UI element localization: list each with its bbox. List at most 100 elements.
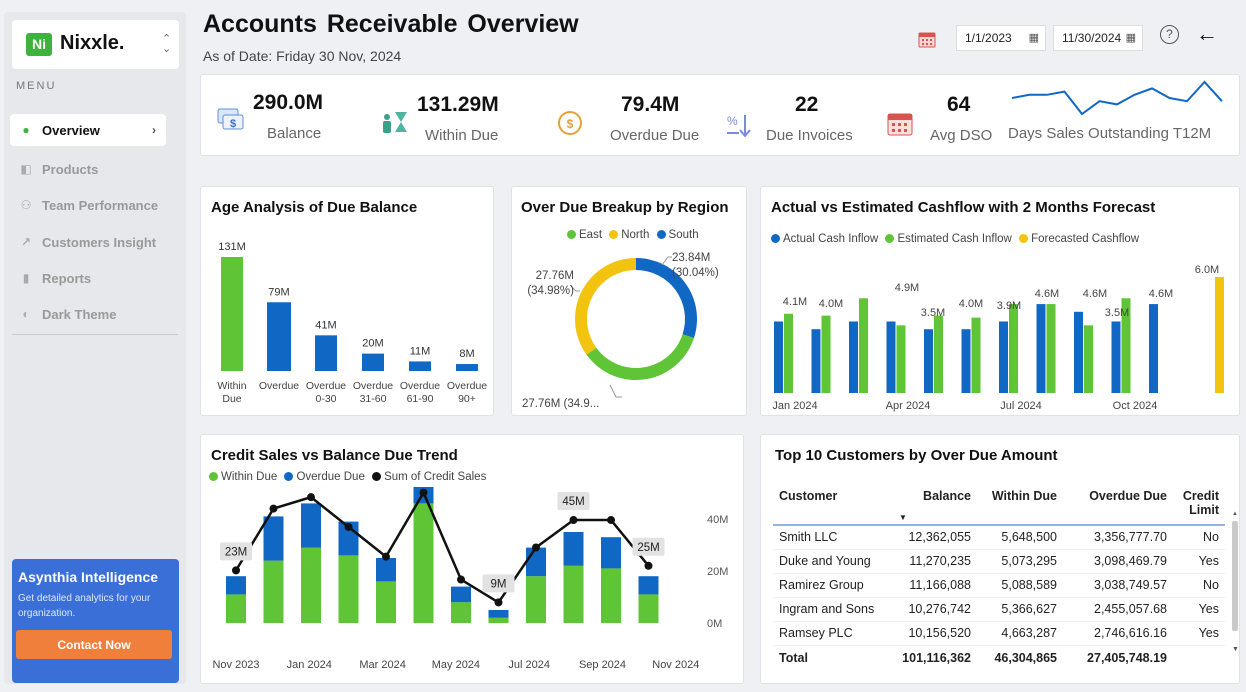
help-icon[interactable]: ? — [1160, 25, 1179, 44]
trend-bar-overdue — [601, 537, 621, 569]
east-label: 27.76M (34.9... — [522, 398, 599, 410]
page-subtitle: As of Date: Friday 30 Nov, 2024 — [203, 48, 402, 64]
table-cell: 3,098,469.79 — [1063, 549, 1173, 574]
trend-bar-within — [601, 568, 621, 623]
trend-bar-within — [451, 602, 471, 623]
sidebar-item-dark-theme[interactable]: ◐ Dark Theme — [10, 298, 166, 330]
date-from-input[interactable]: 1/1/2023 ▦ — [956, 25, 1046, 51]
date-from-value: 1/1/2023 — [965, 31, 1012, 45]
sidebar-item-overview[interactable]: ● Overview › — [10, 114, 166, 146]
age-bar-label: 8M — [459, 348, 474, 360]
cash-data-label: 4.0M — [959, 298, 983, 310]
age-bar — [362, 353, 384, 371]
col-balance[interactable]: Balance ▼ — [893, 475, 977, 526]
col-within-due[interactable]: Within Due — [977, 475, 1063, 526]
org-switcher[interactable]: Ni Nixxle. ⌃ ⌄ — [12, 20, 179, 69]
cashflow-title: Actual vs Estimated Cashflow with 2 Mont… — [771, 199, 1156, 216]
sidebar-item-team-performance[interactable]: ⚇ Team Performance — [10, 189, 166, 221]
table-cell: 101,116,362 — [893, 644, 977, 671]
hourglass-icon — [383, 112, 407, 133]
table-scrollbar[interactable]: ▲ — [1231, 509, 1239, 659]
table-cell: 4,663,287 — [977, 621, 1063, 646]
svg-text:▲: ▲ — [1232, 511, 1238, 517]
age-x-label: Within — [217, 380, 246, 392]
legend-forecasted-cashflow[interactable]: Forecasted Cashflow — [1019, 233, 1139, 245]
donut-slice-east — [586, 334, 694, 380]
legend-north[interactable]: North — [609, 229, 649, 241]
bars-icon: ▮ — [22, 271, 30, 285]
cash-x-label: Jan 2024 — [772, 400, 817, 412]
col-credit-limit[interactable]: Credit Limit — [1173, 475, 1225, 526]
trend-bar-within — [488, 617, 509, 623]
customers-card: Top 10 Customers by Over Due Amount Cust… — [760, 434, 1240, 684]
trend-x-label: Nov 2024 — [652, 659, 699, 671]
customers-title: Top 10 Customers by Over Due Amount — [775, 447, 1058, 464]
cash-x-label: Oct 2024 — [1113, 400, 1158, 412]
cash-bar-actual — [1149, 304, 1158, 393]
trend-legend: Within Due Overdue Due Sum of Credit Sal… — [209, 471, 486, 483]
credit-sales-point — [569, 516, 578, 525]
table-cell: 46,304,865 — [977, 644, 1063, 671]
legend-within-due[interactable]: Within Due — [209, 471, 277, 483]
sidebar-item-customers-insight[interactable]: ↗ Customers Insight — [10, 226, 166, 258]
callout-label: 9M — [491, 578, 507, 590]
dso-line — [1011, 80, 1223, 116]
scroll-down-icon[interactable]: ▼ — [1232, 646, 1239, 653]
table-total-row[interactable]: Total 101,116,362 46,304,865 27,405,748.19 — [773, 644, 1225, 671]
kpi-due-invoices-label: Due Invoices — [766, 127, 853, 144]
age-bar-label: 131M — [218, 241, 246, 253]
sidebar-item-reports[interactable]: ▮ Reports — [10, 262, 166, 294]
cash-bar-actual — [924, 329, 933, 393]
legend-overdue-due[interactable]: Overdue Due — [284, 471, 365, 483]
table-row[interactable]: Ramsey PLC 10,156,520 4,663,287 2,746,616.1… — [773, 621, 1225, 646]
trend-card: Credit Sales vs Balance Due Trend Within… — [200, 434, 744, 684]
cash-data-label: 6.0M — [1195, 264, 1219, 276]
credit-sales-point — [307, 493, 315, 502]
leader-line — [609, 384, 622, 398]
age-bar — [221, 257, 243, 371]
table-row[interactable]: Ingram and Sons 10,276,742 5,366,627 2,455,… — [773, 597, 1225, 622]
customers-table: Customer Balance ▼ Within Due Overdue Due… — [773, 475, 1225, 671]
age-x-label: 0-30 — [315, 393, 336, 405]
calendar-icon[interactable] — [918, 30, 936, 48]
legend-estimated-cash-inflow[interactable]: Estimated Cash Inflow — [885, 233, 1012, 245]
age-bar-label: 41M — [315, 319, 336, 331]
contact-now-button[interactable]: Contact Now — [16, 630, 172, 659]
age-bar — [409, 361, 431, 371]
trend-icon: ↗ — [20, 235, 32, 249]
cash-bar-actual — [1036, 304, 1046, 393]
table-row[interactable]: Ramirez Group 11,166,088 5,088,589 3,038,74… — [773, 573, 1225, 598]
cash-bar-estimated — [1046, 304, 1056, 393]
kpi-balance-value: 290.0M — [253, 91, 324, 114]
table-cell: Duke and Young — [773, 549, 893, 574]
legend-east[interactable]: East — [567, 229, 602, 241]
divider — [12, 334, 178, 335]
callout-box — [632, 537, 665, 556]
table-cell: 5,088,589 — [977, 573, 1063, 598]
cash-data-label: 4.6M — [1149, 288, 1173, 300]
table-row[interactable]: Smith LLC 12,362,055 5,648,500 3,356,777.70… — [773, 525, 1225, 550]
legend-actual-cash-inflow[interactable]: Actual Cash Inflow — [771, 233, 878, 245]
col-overdue-due[interactable]: Overdue Due — [1063, 475, 1173, 526]
money-bag-icon: $ — [217, 108, 244, 130]
region-legend: East North South — [567, 229, 699, 241]
trend-x-label: Jul 2024 — [508, 659, 550, 671]
svg-text:$: $ — [567, 117, 574, 131]
team-icon: ⚇ — [20, 198, 32, 212]
date-to-input[interactable]: 11/30/2024 ▦ — [1053, 25, 1143, 51]
credit-sales-point — [457, 575, 465, 584]
region-donut-chart: 23.84M (30.04%) 27.76M (34.9... 27.76M (34.9… — [522, 252, 719, 410]
trend-bar-overdue — [488, 610, 509, 618]
trend-bar-overdue — [638, 576, 659, 595]
lightbulb-icon: ● — [22, 123, 30, 137]
sidebar-item-label: Products — [42, 161, 99, 177]
sidebar-item-products[interactable]: ◧ Products — [10, 153, 166, 185]
col-customer[interactable]: Customer — [773, 475, 893, 526]
age-bar — [315, 335, 337, 371]
legend-sum-credit-sales[interactable]: Sum of Credit Sales — [372, 471, 486, 483]
credit-sales-line — [234, 489, 650, 605]
moon-icon: ◐ — [22, 307, 30, 321]
table-row[interactable]: Duke and Young 11,270,235 5,073,295 3,098,4… — [773, 549, 1225, 574]
back-arrow-icon[interactable]: ← — [1196, 21, 1218, 46]
legend-south[interactable]: South — [656, 229, 699, 241]
